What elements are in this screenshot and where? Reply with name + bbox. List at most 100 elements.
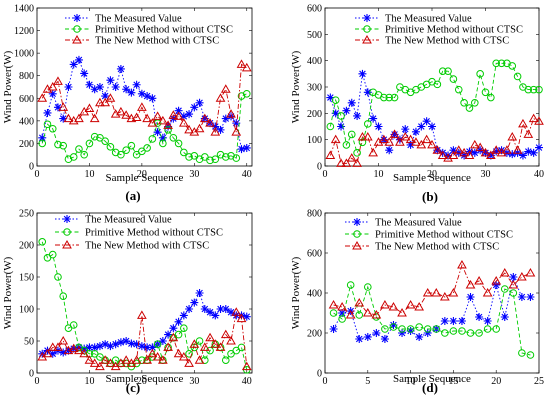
data-point [497, 146, 506, 155]
data-point [524, 147, 533, 156]
x-axis-title: Sample Sequence [106, 172, 184, 184]
data-point [173, 111, 184, 120]
data-point [190, 152, 199, 160]
data-point [347, 130, 356, 139]
data-point [347, 98, 356, 107]
data-point [90, 132, 99, 141]
data-point [460, 99, 468, 107]
data-point [211, 311, 220, 320]
data-point [89, 358, 100, 367]
data-point [195, 98, 204, 107]
data-point [226, 109, 236, 118]
data-point [59, 348, 68, 357]
y-tick-label: 1200 [14, 26, 34, 37]
data-point [184, 124, 194, 134]
data-point [184, 358, 194, 367]
data-point [143, 144, 151, 152]
data-point [127, 339, 136, 348]
data-point [336, 158, 346, 167]
data-point [48, 250, 57, 259]
series-2 [326, 59, 543, 157]
data-point [508, 62, 517, 70]
data-point [185, 305, 194, 313]
data-point [423, 329, 432, 337]
data-point [199, 113, 210, 123]
data-point [159, 139, 167, 148]
data-point [512, 145, 523, 154]
data-point [137, 342, 146, 351]
y-tick-label: 0 [317, 369, 322, 380]
panel-label: (a) [125, 188, 140, 203]
data-point [329, 325, 338, 333]
legend-marker [352, 240, 362, 250]
x-tick-label: 20 [491, 376, 501, 387]
data-point [483, 325, 492, 333]
data-point [357, 132, 368, 141]
data-point [466, 329, 475, 337]
data-point [185, 153, 193, 161]
data-point [69, 153, 78, 161]
data-point [439, 291, 450, 301]
data-point [528, 113, 539, 123]
data-point [84, 355, 95, 364]
data-point [148, 343, 157, 352]
data-point [372, 329, 381, 337]
plot-frame [36, 212, 253, 374]
data-point [354, 297, 365, 307]
data-point [194, 355, 205, 364]
legend-marker [73, 25, 81, 33]
data-point [163, 342, 173, 351]
data-point [221, 114, 230, 123]
y-tick-label: 1000 [14, 49, 34, 60]
data-point [384, 137, 395, 146]
data-point [54, 273, 62, 281]
data-point [518, 349, 526, 357]
data-point [465, 104, 474, 112]
y-tick-label: 400 [307, 289, 322, 300]
data-point [163, 120, 173, 129]
data-point [431, 287, 442, 297]
y-axis-title: Wind Power(W) [2, 50, 14, 123]
data-point [75, 145, 83, 153]
series-line [333, 283, 531, 356]
data-point [534, 116, 544, 125]
data-point [152, 111, 163, 120]
data-point [201, 356, 209, 365]
data-point [518, 118, 528, 128]
data-point [153, 128, 162, 137]
data-point [475, 142, 486, 152]
legend-marker [73, 14, 81, 22]
data-point [444, 151, 453, 160]
y-tick-label: 800 [19, 71, 34, 82]
data-point [330, 134, 341, 144]
legend-label: The New Method with CTSC [375, 242, 499, 253]
data-point [179, 311, 188, 320]
y-axis-title: Wind Power(W) [290, 50, 302, 123]
x-tick-label: 40 [242, 376, 252, 387]
x-tick-label: 40 [242, 169, 252, 180]
data-point [432, 145, 443, 154]
data-point [95, 342, 104, 351]
y-tick-label: 200 [19, 139, 34, 150]
data-point [369, 114, 378, 123]
data-point [480, 147, 491, 157]
y-tick-label: 0 [29, 162, 34, 173]
data-point [432, 325, 441, 333]
data-point [74, 55, 83, 64]
y-tick-label: 600 [307, 249, 322, 260]
data-point [385, 146, 394, 155]
data-point [105, 93, 116, 102]
data-point [38, 139, 47, 148]
data-point [100, 355, 111, 364]
data-point [242, 143, 251, 152]
data-point [158, 133, 167, 142]
data-point [158, 337, 167, 345]
data-point [465, 279, 476, 289]
data-point [414, 301, 425, 311]
data-point [116, 338, 125, 347]
data-point [421, 134, 432, 144]
x-tick-label: 20 [427, 169, 437, 180]
data-point [157, 115, 168, 125]
